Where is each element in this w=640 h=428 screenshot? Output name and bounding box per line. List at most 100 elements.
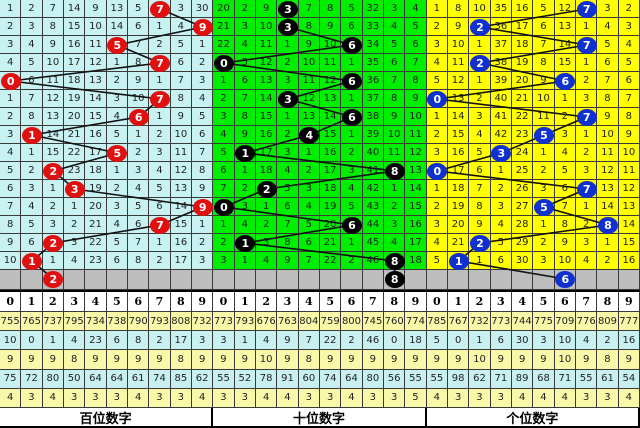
- grid-cell: 37: [362, 90, 384, 108]
- gray-cell: [256, 270, 278, 290]
- grid-cell: 12: [42, 90, 64, 108]
- stat-cell: 9: [192, 350, 214, 370]
- grid-cell: 3: [341, 162, 363, 180]
- stat-cell: 3: [170, 388, 192, 408]
- grid-cell: 30: [512, 252, 534, 270]
- stat-cell: 3: [469, 388, 491, 408]
- hit-ball: 3: [64, 180, 85, 198]
- grid-cell: 26: [512, 180, 534, 198]
- grid-cell: 8: [597, 90, 619, 108]
- grid-cell: 16: [64, 36, 86, 54]
- column-header: 0: [0, 292, 22, 312]
- grid-cell: 4: [618, 36, 640, 54]
- gray-cell: [597, 270, 619, 290]
- grid-cell: 2: [0, 18, 22, 36]
- grid-cell: 2: [213, 234, 235, 252]
- grid-cell: 9: [128, 72, 150, 90]
- grid-cell: 6: [192, 126, 214, 144]
- grid-cell: 1: [469, 72, 491, 90]
- grid-cell: 1: [106, 54, 128, 72]
- stat-cell: 71: [554, 369, 576, 389]
- stat-cell: 91: [277, 369, 299, 389]
- grid-cell: 5: [384, 36, 406, 54]
- grid-cell: 13: [597, 180, 619, 198]
- grid-cell: 1: [533, 216, 555, 234]
- grid-cell: 2: [277, 126, 299, 144]
- stat-cell: 765: [21, 312, 43, 332]
- grid-cell: 3: [0, 36, 22, 54]
- grid-cell: 4: [277, 162, 299, 180]
- grid-cell: 18: [448, 180, 470, 198]
- gray-cell: [490, 270, 512, 290]
- grid-cell: 5: [298, 216, 320, 234]
- grid-cell: 1: [341, 126, 363, 144]
- hit-ball: 8: [384, 252, 405, 270]
- grid-cell: 36: [490, 18, 512, 36]
- stat-cell: 760: [384, 312, 406, 332]
- grid-cell: 10: [42, 54, 64, 72]
- grid-cell: 10: [533, 90, 555, 108]
- grid-cell: 11: [320, 54, 342, 72]
- grid-cell: 7: [213, 180, 235, 198]
- grid-cell: 9: [469, 216, 491, 234]
- grid-cell: 14: [405, 180, 427, 198]
- grid-cell: 2: [533, 162, 555, 180]
- gray-cell: [512, 270, 534, 290]
- hit-ball: 2: [43, 234, 64, 252]
- grid-cell: 5: [618, 54, 640, 72]
- grid-cell: 2: [298, 162, 320, 180]
- grid-cell: 5: [533, 0, 555, 18]
- grid-cell: 10: [554, 252, 576, 270]
- stat-cell: 9: [533, 350, 555, 370]
- grid-cell: 6: [0, 180, 22, 198]
- grid-cell: 3: [298, 180, 320, 198]
- column-header: 8: [384, 292, 406, 312]
- grid-cell: 9: [234, 126, 256, 144]
- grid-cell: 4: [106, 108, 128, 126]
- grid-cell: 16: [405, 216, 427, 234]
- stat-cell: 6: [490, 331, 512, 351]
- stat-cell: 4: [256, 388, 278, 408]
- gray-cell: [298, 270, 320, 290]
- hit-ball: 6: [555, 72, 576, 90]
- grid-cell: 2: [106, 72, 128, 90]
- grid-cell: 2: [106, 180, 128, 198]
- grid-cell: 5: [106, 234, 128, 252]
- grid-cell: 33: [362, 18, 384, 36]
- grid-cell: 4: [128, 180, 150, 198]
- stat-cell: 9: [21, 350, 43, 370]
- stat-cell: 10: [554, 331, 576, 351]
- grid-cell: 22: [512, 108, 534, 126]
- column-header: 5: [320, 292, 342, 312]
- stat-cell: 785: [426, 312, 448, 332]
- grid-cell: 1: [192, 36, 214, 54]
- grid-cell: 17: [512, 18, 534, 36]
- grid-cell: 14: [256, 90, 278, 108]
- grid-cell: 6: [213, 162, 235, 180]
- grid-cell: 9: [597, 108, 619, 126]
- grid-cell: 2: [234, 180, 256, 198]
- grid-cell: 1: [149, 18, 171, 36]
- grid-cell: 1: [149, 234, 171, 252]
- hit-ball: 2: [256, 180, 277, 198]
- gray-cell: [341, 270, 363, 290]
- grid-cell: 1: [277, 108, 299, 126]
- grid-cell: 8: [533, 54, 555, 72]
- grid-cell: 11: [256, 36, 278, 54]
- grid-cell: 6: [170, 54, 192, 72]
- stat-cell: 50: [64, 369, 86, 389]
- stat-cell: 55: [405, 369, 427, 389]
- grid-cell: 19: [512, 54, 534, 72]
- grid-cell: 3: [149, 144, 171, 162]
- grid-cell: 13: [106, 0, 128, 18]
- stat-cell: 64: [85, 369, 107, 389]
- grid-cell: 18: [256, 162, 278, 180]
- stat-cell: 64: [341, 369, 363, 389]
- stat-cell: 23: [85, 331, 107, 351]
- grid-cell: 2: [234, 0, 256, 18]
- grid-cell: 3: [576, 162, 598, 180]
- stat-cell: 3: [384, 388, 406, 408]
- grid-cell: 2: [128, 144, 150, 162]
- grid-cell: 5: [469, 144, 491, 162]
- stat-cell: 8: [597, 350, 619, 370]
